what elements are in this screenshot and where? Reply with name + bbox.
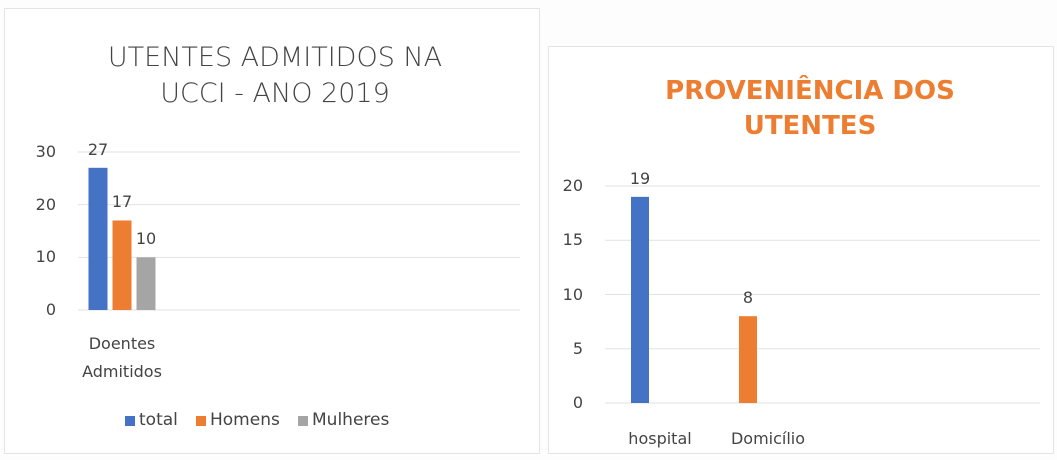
legend-label: Homens (210, 410, 280, 430)
x-tick-label: Doentes Admitidos (82, 334, 162, 381)
data-label: 17 (111, 192, 133, 212)
legend-label: total (139, 410, 178, 430)
y-tick-label: 15 (562, 230, 583, 250)
y-tick-label: 10 (35, 247, 56, 267)
bar (88, 167, 108, 310)
y-tick-label: 30 (35, 142, 56, 161)
legend-swatch (196, 416, 206, 426)
data-label: 19 (629, 168, 651, 188)
legend-label: Mulheres (312, 410, 390, 430)
chart-title: UTENTES ADMITIDOS NA UCCI - ANO 2019 (107, 42, 443, 110)
y-tick-label: 20 (35, 194, 56, 214)
bar (136, 257, 156, 310)
x-tick-label: Domicílio (730, 429, 806, 448)
data-label: 8 (742, 288, 754, 308)
data-label: 27 (87, 139, 109, 159)
data-label: 10 (135, 229, 157, 249)
bar (631, 196, 649, 403)
bar (112, 220, 132, 310)
legend-swatch (298, 416, 308, 426)
bar (739, 316, 757, 403)
x-tick-label: hospital (628, 429, 692, 448)
chart-title: PROVENIÊNCIA DOS UTENTES (665, 76, 955, 142)
y-tick-label: 0 (45, 300, 56, 319)
legend-swatch (125, 416, 135, 426)
y-tick-label: 0 (572, 393, 583, 412)
y-tick-label: 10 (562, 284, 583, 304)
y-tick-label: 5 (572, 338, 583, 358)
y-tick-label: 20 (562, 176, 583, 195)
